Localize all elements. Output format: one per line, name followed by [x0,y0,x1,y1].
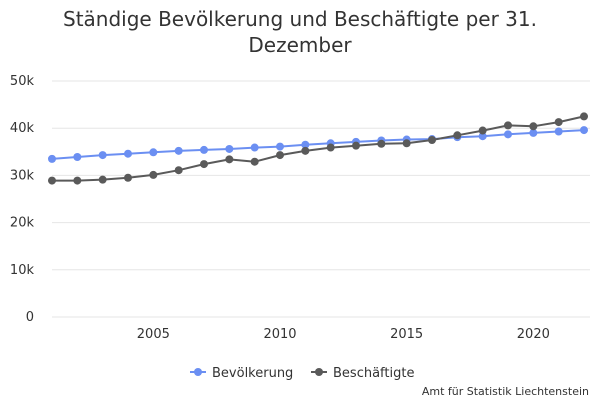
data-point-beschäftigte[interactable] [225,155,234,164]
data-point-bevölkerung[interactable] [554,127,563,136]
data-point-beschäftigte[interactable] [301,146,310,155]
series-line-bevölkerung [51,129,585,160]
data-point-bevölkerung[interactable] [478,132,487,141]
y-tick-label: 20k [10,216,35,231]
data-point-bevölkerung[interactable] [149,148,158,157]
data-point-beschäftigte[interactable] [73,176,82,185]
data-point-beschäftigte[interactable] [478,126,487,135]
data-point-bevölkerung[interactable] [250,143,259,152]
series-line-beschäftigte [52,115,585,182]
x-tick-label: 2015 [390,327,423,342]
data-point-bevölkerung[interactable] [174,146,183,155]
data-point-bevölkerung[interactable] [580,126,588,135]
legend-item-label[interactable]: Bevölkerung [212,366,293,381]
data-point-beschäftigte[interactable] [453,131,462,140]
data-point-beschäftigte[interactable] [326,143,335,152]
data-point-bevölkerung[interactable] [529,128,538,137]
data-point-bevölkerung[interactable] [301,140,310,149]
data-point-beschäftigte[interactable] [124,173,132,182]
data-point-beschäftigte[interactable] [529,122,538,131]
data-point-beschäftigte[interactable] [377,139,386,148]
y-tick-label: 10k [10,263,35,278]
data-point-bevölkerung[interactable] [276,142,284,151]
data-point-bevölkerung[interactable] [124,149,132,158]
legend-item-label[interactable]: Beschäftigte [333,366,414,381]
x-tick-label: 2020 [517,327,550,342]
data-point-beschäftigte[interactable] [402,139,411,148]
x-tick-label: 2010 [263,327,296,342]
data-point-bevölkerung[interactable] [504,130,512,139]
data-point-beschäftigte[interactable] [250,157,259,166]
data-point-bevölkerung[interactable] [73,152,82,161]
data-point-bevölkerung[interactable] [48,154,56,163]
y-tick-label: 30k [10,168,35,183]
data-point-bevölkerung[interactable] [98,151,107,160]
data-point-bevölkerung[interactable] [200,145,208,154]
legend-marker [315,368,323,376]
y-tick-label: 0 [26,310,34,325]
data-point-beschäftigte[interactable] [149,170,158,179]
data-point-beschäftigte[interactable] [200,160,208,169]
data-point-beschäftigte[interactable] [580,112,588,121]
chart-title: Ständige Bevölkerung und Beschäftigte pe… [63,7,537,57]
data-point-beschäftigte[interactable] [504,121,512,130]
data-point-beschäftigte[interactable] [352,141,360,150]
data-point-bevölkerung[interactable] [225,144,234,153]
data-point-beschäftigte[interactable] [98,175,107,184]
legend-marker [194,368,202,376]
chart-credit[interactable]: Amt für Statistik Liechtenstein [422,385,589,398]
data-point-beschäftigte[interactable] [276,151,284,160]
x-tick-label: 2005 [137,327,170,342]
data-point-beschäftigte[interactable] [174,166,183,175]
y-tick-label: 50k [10,74,35,89]
data-point-beschäftigte[interactable] [48,176,56,185]
data-point-beschäftigte[interactable] [428,136,436,144]
y-tick-label: 40k [10,121,35,136]
data-point-beschäftigte[interactable] [554,118,563,127]
